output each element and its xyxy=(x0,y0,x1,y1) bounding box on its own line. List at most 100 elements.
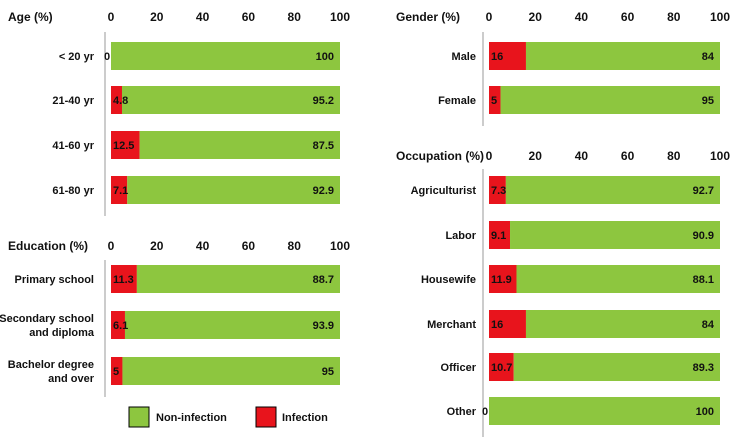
tick-label: 80 xyxy=(288,10,302,24)
category-label: Female xyxy=(438,95,476,107)
legend-label-infection: Infection xyxy=(282,412,328,424)
panel-education: Education (%) 0 20 40 60 80 100 Primary school 1… xyxy=(0,239,350,397)
bar-non-infection xyxy=(136,265,340,293)
bar-infection xyxy=(489,265,517,293)
bar-non-infection xyxy=(139,131,340,159)
bar-infection xyxy=(111,86,122,114)
bar-non-infection xyxy=(510,221,720,249)
tick-label: 40 xyxy=(196,10,210,24)
bar-infection xyxy=(111,265,137,293)
bar-non-infection xyxy=(525,42,720,70)
data-label-infection: 0 xyxy=(482,406,488,418)
data-label-infection: 12.5 xyxy=(113,140,134,152)
tick-label: 100 xyxy=(710,10,730,24)
category-label: Labor xyxy=(445,230,476,242)
tick-label: 60 xyxy=(621,10,635,24)
category-label: Other xyxy=(447,406,477,418)
bar-infection xyxy=(111,357,123,385)
data-label-non-infection: 95 xyxy=(702,95,714,107)
bar-non-infection xyxy=(124,311,341,339)
tick-label: 40 xyxy=(196,239,210,253)
data-label-non-infection: 90.9 xyxy=(693,230,714,242)
data-label-non-infection: 89.3 xyxy=(693,362,714,374)
bar-non-infection xyxy=(127,176,340,204)
data-label-non-infection: 100 xyxy=(696,406,714,418)
data-label-infection: 6.1 xyxy=(113,320,128,332)
bar-non-infection xyxy=(525,310,720,338)
bar-infection xyxy=(489,221,511,249)
data-label-non-infection: 88.1 xyxy=(693,274,714,286)
data-label-infection: 5 xyxy=(113,366,119,378)
bar-infection xyxy=(111,311,125,339)
bar-non-infection xyxy=(111,42,340,70)
bar-infection xyxy=(111,176,128,204)
bar-infection xyxy=(489,310,526,338)
data-label-non-infection: 92.7 xyxy=(693,185,714,197)
tick-label: 40 xyxy=(575,10,589,24)
data-label-infection: 7.1 xyxy=(113,185,128,197)
tick-label: 60 xyxy=(242,239,256,253)
category-label: Male xyxy=(452,51,476,63)
category-label: 41-60 yr xyxy=(52,140,94,152)
data-label-infection: 11.3 xyxy=(113,274,134,286)
data-label-non-infection: 84 xyxy=(702,51,715,63)
data-label-non-infection: 84 xyxy=(702,319,715,331)
data-label-infection: 16 xyxy=(491,51,503,63)
tick-label: 20 xyxy=(150,10,164,24)
tick-label: 40 xyxy=(575,149,589,163)
data-label-infection: 9.1 xyxy=(491,230,506,242)
data-label-infection: 0 xyxy=(104,51,110,63)
tick-label: 60 xyxy=(621,149,635,163)
bar-infection xyxy=(111,131,140,159)
data-label-non-infection: 92.9 xyxy=(313,185,334,197)
panel-gender: Gender (%) 0 20 40 60 80 100 Male 16 84 Female 5 95 xyxy=(396,10,730,126)
tick-label: 80 xyxy=(288,239,302,253)
tick-label: 20 xyxy=(150,239,164,253)
bar-non-infection xyxy=(513,353,720,381)
category-label: Bachelor degree and over xyxy=(8,359,95,385)
data-label-non-infection: 88.7 xyxy=(313,274,334,286)
tick-label: 80 xyxy=(667,149,681,163)
bar-non-infection xyxy=(516,265,720,293)
tick-label: 0 xyxy=(486,149,493,163)
data-label-infection: 4.8 xyxy=(113,95,128,107)
panel-title: Occupation (%) xyxy=(396,149,484,163)
tick-label: 100 xyxy=(710,149,730,163)
data-label-infection: 5 xyxy=(491,95,497,107)
tick-label: 60 xyxy=(242,10,256,24)
category-label: Primary school xyxy=(15,274,94,286)
tick-label: 0 xyxy=(108,239,115,253)
bar-infection xyxy=(489,176,506,204)
legend-label-non-infection: Non-infection xyxy=(156,412,227,424)
bar-non-infection xyxy=(489,397,720,425)
data-label-infection: 7.3 xyxy=(491,185,506,197)
category-label: 21-40 yr xyxy=(52,95,94,107)
bar-infection xyxy=(489,86,501,114)
bar-non-infection xyxy=(121,86,340,114)
category-label: < 20 yr xyxy=(59,51,95,63)
panel-title: Education (%) xyxy=(8,239,88,253)
category-label: Housewife xyxy=(421,274,476,286)
tick-label: 20 xyxy=(529,10,543,24)
legend-swatch-infection xyxy=(255,406,277,428)
data-label-infection: 10.7 xyxy=(491,362,512,374)
tick-label: 100 xyxy=(330,239,350,253)
bar-non-infection xyxy=(505,176,720,204)
data-label-non-infection: 95.2 xyxy=(313,95,334,107)
tick-label: 0 xyxy=(108,10,115,24)
category-label: Secondary school and diploma xyxy=(0,313,95,339)
category-label: Agriculturist xyxy=(411,185,477,197)
bar-non-infection xyxy=(500,86,720,114)
data-label-infection: 16 xyxy=(491,319,503,331)
legend-swatch-non-infection xyxy=(128,406,150,428)
data-label-non-infection: 100 xyxy=(316,51,334,63)
bar-non-infection xyxy=(122,357,340,385)
panel-title: Age (%) xyxy=(8,10,53,24)
category-label: 61-80 yr xyxy=(52,185,94,197)
legend: Non-infection Infection xyxy=(128,406,328,428)
category-label: Merchant xyxy=(427,319,476,331)
tick-label: 100 xyxy=(330,10,350,24)
data-label-non-infection: 93.9 xyxy=(313,320,334,332)
